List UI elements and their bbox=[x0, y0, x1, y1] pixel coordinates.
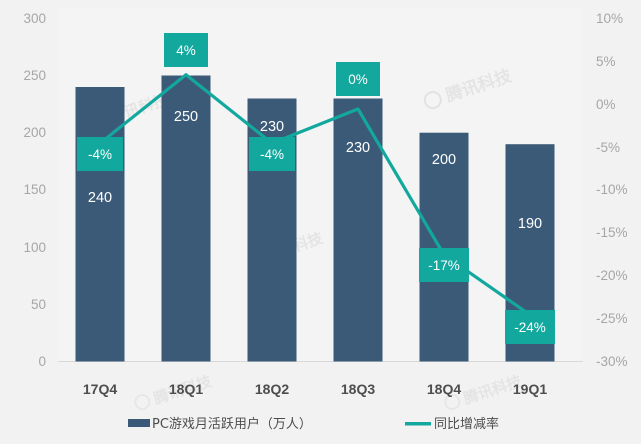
bar-18Q4[interactable] bbox=[419, 132, 469, 362]
category-label-17Q4: 17Q4 bbox=[83, 381, 117, 397]
bar-17Q4[interactable] bbox=[75, 87, 125, 362]
line-label-box-18Q3 bbox=[336, 62, 380, 96]
left-axis-tick: 0 bbox=[38, 354, 46, 369]
right-axis-tick: -20% bbox=[596, 268, 628, 283]
right-axis-tick: 5% bbox=[596, 54, 616, 69]
left-axis-tick: 200 bbox=[23, 125, 46, 140]
category-label-19Q1: 19Q1 bbox=[513, 381, 547, 397]
line-label-box-18Q4 bbox=[419, 248, 469, 282]
legend-swatch-line[interactable] bbox=[405, 422, 431, 426]
right-axis-tick: -25% bbox=[596, 311, 628, 326]
bar-value-label: 190 bbox=[518, 216, 542, 232]
left-axis-tick: 100 bbox=[23, 240, 46, 255]
bar-value-label: 230 bbox=[260, 119, 284, 135]
bar-value-label: 200 bbox=[432, 152, 456, 168]
line-value-label: -4% bbox=[260, 147, 284, 162]
left-axis: 300 250 200 150 100 50 0 bbox=[23, 11, 46, 369]
right-axis-tick: 10% bbox=[596, 11, 623, 26]
right-axis-tick: -5% bbox=[596, 140, 620, 155]
line-value-label: -4% bbox=[88, 147, 112, 162]
right-axis-tick: -30% bbox=[596, 354, 628, 369]
tencent-logo-icon bbox=[134, 393, 151, 410]
legend-swatch-bar[interactable] bbox=[128, 419, 150, 427]
right-axis: 10% 5% 0% -5% -10% -15% -20% -25% -30% bbox=[596, 11, 628, 369]
left-axis-tick: 300 bbox=[23, 11, 46, 26]
category-label-18Q3: 18Q3 bbox=[341, 381, 375, 397]
tencent-logo-icon bbox=[444, 393, 461, 410]
line-value-label: -24% bbox=[514, 320, 546, 335]
line-label-box-18Q1 bbox=[164, 33, 208, 67]
bar-value-label: 240 bbox=[88, 190, 112, 206]
right-axis-tick: -10% bbox=[596, 182, 628, 197]
bar-18Q3[interactable] bbox=[333, 98, 383, 362]
line-label-box-17Q4 bbox=[77, 137, 123, 171]
category-axis: 17Q4 18Q1 18Q2 18Q3 18Q4 19Q1 bbox=[83, 381, 547, 397]
bar-value-label: 230 bbox=[346, 140, 370, 156]
category-label-18Q2: 18Q2 bbox=[255, 381, 289, 397]
tencent-logo-icon bbox=[423, 91, 442, 110]
line-value-labels: -4% 4% -4% 0% -17% -24% bbox=[77, 33, 555, 344]
right-axis-tick: -15% bbox=[596, 225, 628, 240]
line-value-label: -17% bbox=[428, 258, 460, 273]
bar-18Q1[interactable] bbox=[161, 75, 211, 362]
line-value-label: 0% bbox=[348, 72, 368, 87]
plot-area-background bbox=[58, 8, 583, 362]
bar-value-labels: 240 250 230 230 200 190 bbox=[88, 109, 542, 232]
category-label-18Q1: 18Q1 bbox=[169, 381, 203, 397]
legend-label-line[interactable]: 同比增减率 bbox=[434, 416, 499, 432]
left-axis-tick: 250 bbox=[23, 68, 46, 83]
category-label-18Q4: 18Q4 bbox=[427, 381, 461, 397]
line-value-label: 4% bbox=[176, 43, 196, 58]
bar-value-label: 250 bbox=[174, 109, 198, 125]
legend-label-bar[interactable]: PC游戏月活跃用户（万人） bbox=[152, 416, 312, 432]
chart-legend: PC游戏月活跃用户（万人） 同比增减率 bbox=[128, 416, 499, 432]
right-axis-tick: 0% bbox=[596, 97, 616, 112]
left-axis-tick: 50 bbox=[31, 297, 46, 312]
left-axis-tick: 150 bbox=[23, 182, 46, 197]
line-label-box-19Q1 bbox=[505, 310, 555, 344]
line-label-box-18Q2 bbox=[249, 137, 295, 171]
